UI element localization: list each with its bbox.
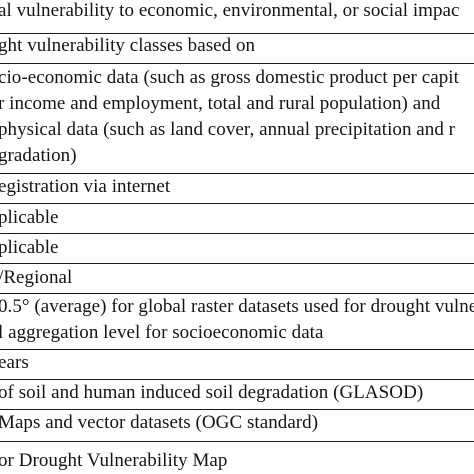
cell-text: al vulnerability to economic, environmen… [0, 0, 460, 21]
table-row: 0.5° (average) for global raster dataset… [0, 294, 474, 350]
table-row: of soil and human induced soil degradati… [0, 380, 474, 410]
table-row: /Regional [0, 264, 474, 294]
cell-text: physical data (such as land cover, annua… [0, 119, 456, 140]
cell-text: of soil and human induced soil degradati… [0, 382, 424, 403]
table-row: ears [0, 350, 474, 380]
cell-text: plicable [0, 207, 59, 228]
table-row: plicable [0, 204, 474, 234]
cell-text: l aggregation level for socioeconomic da… [0, 322, 324, 343]
table-row: plicable [0, 234, 474, 264]
cell-text: ears [0, 352, 29, 373]
cell-text: cio-economic data (such as gross domesti… [0, 67, 459, 88]
cell-text: 0.5° (average) for global raster dataset… [0, 296, 474, 317]
table-row: Maps and vector datasets (OGC standard) [0, 410, 474, 442]
table-row: al vulnerability to economic, environmen… [0, 0, 474, 34]
cell-text: /Regional [0, 267, 73, 288]
cell-text: Maps and vector datasets (OGC standard) [0, 412, 319, 433]
table-row: or Drought Vulnerability Map [0, 442, 474, 474]
table-row: ght vulnerability classes based on [0, 34, 474, 64]
cell-text: or Drought Vulnerability Map [0, 450, 228, 471]
cell-text: r income and employment, total and rural… [0, 93, 441, 114]
cell-text: gradation) [0, 145, 77, 166]
cell-text: ght vulnerability classes based on [0, 35, 256, 56]
table-row: cio-economic data (such as gross domesti… [0, 64, 474, 174]
cell-text: egistration via internet [0, 176, 171, 197]
cell-text: plicable [0, 237, 59, 258]
table-row: egistration via internet [0, 174, 474, 204]
